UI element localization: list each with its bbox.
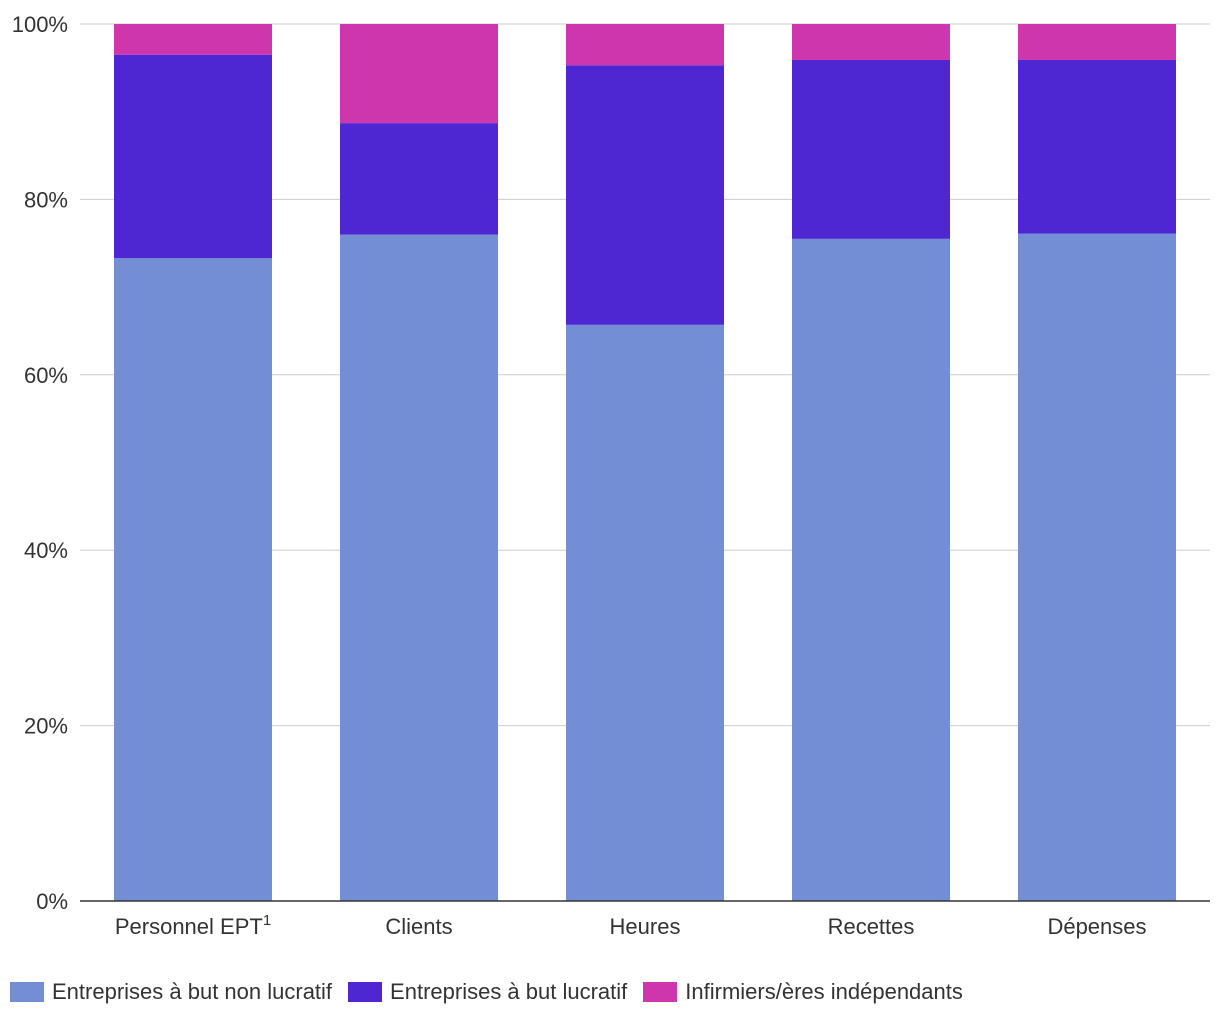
- x-tick-label: Personnel EPT1: [115, 912, 271, 939]
- y-tick-label: 20%: [24, 714, 68, 739]
- legend-swatch: [643, 982, 678, 1002]
- x-tick-label: Dépenses: [1047, 914, 1146, 939]
- legend-item: Entreprises à but non lucratif: [10, 979, 332, 1005]
- y-tick-label: 60%: [24, 363, 68, 388]
- stacked-bar-chart: 0% 20% 40% 60% 80% 100% Personnel EPT1 Clients…: [12, 12, 1210, 939]
- bar-segment-2-3: [566, 65, 724, 325]
- bar-segment-1-3: [566, 324, 724, 901]
- y-tick-label: 40%: [24, 538, 68, 563]
- bar-segment-1-2: [340, 234, 498, 902]
- legend-label: Entreprises à but lucratif: [390, 979, 628, 1004]
- x-axis-ticks: Personnel EPT1 Clients Heures Recettes Dépen…: [115, 912, 1147, 939]
- x-tick-label: Heures: [610, 914, 681, 939]
- bar-segment-1-4: [792, 238, 950, 902]
- legend-swatch: [10, 982, 44, 1002]
- legend-item: Infirmiers/ères indépendants: [643, 979, 963, 1005]
- legend-item: Entreprises à but lucratif: [348, 979, 627, 1005]
- bar-segment-3-2: [340, 24, 498, 124]
- bar-segment-3-4: [792, 24, 950, 60]
- x-tick-label: Clients: [385, 914, 452, 939]
- legend-swatch: [348, 982, 383, 1002]
- legend-label: Infirmiers/ères indépendants: [685, 979, 963, 1004]
- y-tick-label: 0%: [36, 889, 68, 914]
- bar-segment-3-3: [566, 24, 724, 66]
- bar-segment-2-1: [114, 54, 272, 259]
- bar-segment-3-1: [114, 24, 272, 55]
- y-tick-label: 80%: [24, 187, 68, 212]
- x-tick-label: Recettes: [828, 914, 915, 939]
- y-axis-ticks: 0% 20% 40% 60% 80% 100%: [12, 12, 68, 914]
- bar-segment-2-2: [340, 123, 498, 235]
- y-tick-label: 100%: [12, 12, 68, 37]
- bars: [114, 24, 1176, 902]
- bar-segment-2-4: [792, 59, 950, 239]
- bar-segment-1-1: [114, 258, 272, 901]
- legend-label: Entreprises à but non lucratif: [52, 979, 333, 1004]
- legend: Entreprises à but non lucratif Entreprise…: [10, 975, 963, 1009]
- bar-segment-1-5: [1018, 233, 1176, 901]
- bar-segment-3-5: [1018, 24, 1176, 60]
- bar-segment-2-5: [1018, 59, 1176, 234]
